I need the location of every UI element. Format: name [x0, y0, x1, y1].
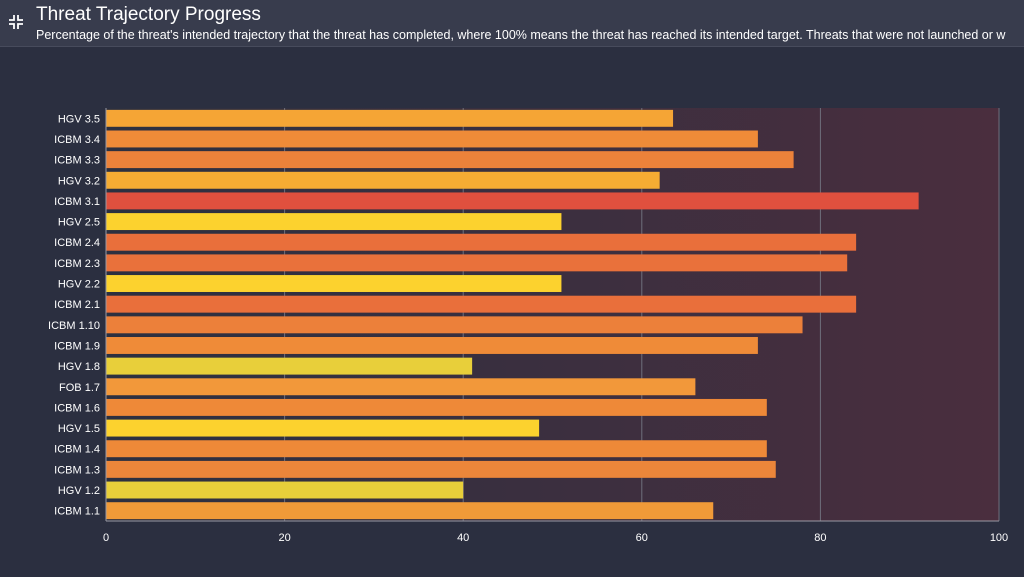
bar: [106, 130, 758, 148]
y-tick-label: HGV 2.5: [58, 217, 100, 229]
y-tick-label: ICBM 2.4: [54, 237, 100, 249]
bar: [106, 316, 803, 334]
y-tick-label: FOB 1.7: [59, 382, 100, 394]
bar-chart: HGV 3.5 ICBM 3.4 ICBM 3.3 HGV 3.2 ICBM 3.1 HG…: [48, 108, 1008, 544]
bar: [106, 254, 848, 272]
x-tick-label: 60: [636, 532, 648, 544]
panel-title: Threat Trajectory Progress: [36, 4, 261, 25]
y-tick-label: HGV 1.5: [58, 423, 100, 435]
panel-subtitle: Percentage of the threat's intended traj…: [36, 28, 1006, 42]
bar: [106, 398, 767, 416]
bar: [106, 357, 473, 375]
y-tick-label: HGV 3.5: [58, 113, 100, 125]
y-tick-label: ICBM 3.4: [54, 134, 100, 146]
collapse-icon[interactable]: [8, 14, 24, 30]
y-tick-label: HGV 3.2: [58, 175, 100, 187]
y-tick-label: ICBM 2.3: [54, 258, 100, 270]
y-tick-label: ICBM 3.3: [54, 155, 100, 167]
panel-header: Threat Trajectory Progress Percentage of…: [0, 0, 1024, 47]
y-tick-label: HGV 2.2: [58, 279, 100, 291]
bar: [106, 419, 540, 437]
bar: [106, 151, 794, 169]
x-tick-label: 40: [457, 532, 469, 544]
x-tick-label: 20: [278, 532, 290, 544]
bar: [106, 337, 758, 354]
bar: [106, 192, 919, 210]
y-tick-label: HGV 1.8: [58, 361, 100, 373]
bar: [106, 275, 562, 292]
bar: [106, 481, 464, 499]
bar: [106, 502, 714, 520]
y-tick-label: ICBM 1.3: [54, 464, 100, 476]
y-tick-label: ICBM 1.1: [54, 506, 100, 518]
y-tick-label: ICBM 1.6: [54, 402, 100, 414]
x-tick-label: 80: [814, 532, 826, 544]
bar: [106, 109, 674, 127]
y-tick-label: ICBM 3.1: [54, 196, 100, 208]
bar: [106, 295, 857, 313]
plot-background: [106, 108, 999, 521]
bar: [106, 171, 660, 189]
x-tick-label: 100: [990, 532, 1008, 544]
bar: [106, 233, 857, 251]
bar: [106, 213, 562, 231]
bar: [106, 440, 767, 458]
bar: [106, 378, 696, 396]
y-tick-label: ICBM 1.9: [54, 340, 100, 352]
bar: [106, 460, 776, 478]
y-tick-label: ICBM 1.4: [54, 444, 100, 456]
y-tick-label: ICBM 1.10: [48, 320, 100, 332]
y-tick-label: ICBM 2.1: [54, 299, 100, 311]
y-tick-label: HGV 1.2: [58, 485, 100, 497]
x-tick-label: 0: [103, 532, 109, 544]
